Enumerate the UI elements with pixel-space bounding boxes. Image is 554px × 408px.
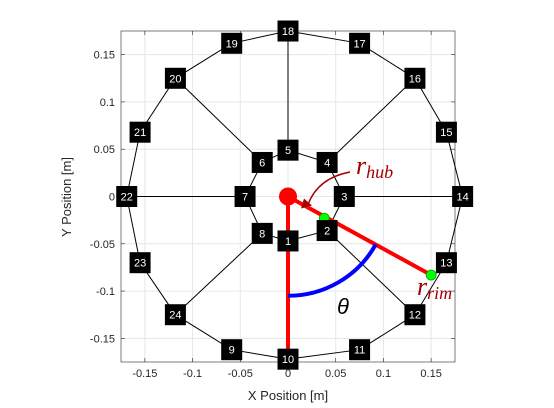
r-rim-symbol: r — [417, 272, 428, 301]
node-8-box — [251, 222, 273, 244]
node-15-box — [435, 121, 457, 143]
node-10-box — [277, 348, 299, 370]
y-tick-label: -0.15 — [90, 333, 115, 345]
node-19-label: 19 — [226, 38, 238, 50]
node-7-label: 7 — [242, 192, 248, 204]
y-axis-label: Y Position [m] — [59, 157, 74, 237]
node-24-label: 24 — [169, 310, 181, 322]
node-11-box — [349, 339, 371, 361]
node-20-box — [164, 67, 186, 89]
node-16-box — [404, 67, 426, 89]
node-13-box — [435, 252, 457, 274]
hub-center-marker — [279, 187, 297, 206]
node-13-label: 13 — [440, 258, 452, 270]
node-15-label: 15 — [440, 127, 452, 139]
node-9-box — [221, 339, 243, 361]
theta-arc — [287, 243, 378, 298]
r-rim-annotation: rrim — [417, 272, 452, 303]
node-18-label: 18 — [282, 26, 294, 38]
r-hub-symbol: r — [356, 151, 367, 180]
y-tick-label: 0.1 — [100, 97, 115, 109]
y-tick-label: 0 — [109, 192, 115, 204]
y-tick-label: -0.05 — [90, 239, 115, 251]
node-23-label: 23 — [134, 258, 146, 270]
node-2-label: 2 — [324, 226, 330, 238]
node-12-box — [404, 304, 426, 326]
node-3-label: 3 — [341, 192, 347, 204]
node-22-box — [116, 186, 138, 207]
x-tick-label: 0.1 — [376, 368, 391, 380]
node-17-label: 17 — [353, 38, 365, 50]
y-tick-label: -0.1 — [96, 286, 115, 298]
node-19-box — [221, 32, 243, 54]
x-tick-label: -0.1 — [183, 368, 202, 380]
radius-overlay — [279, 187, 433, 360]
spoke-line — [175, 77, 263, 163]
y-tick-label: 0.15 — [94, 50, 115, 62]
node-10-label: 10 — [282, 354, 294, 366]
node-22-label: 22 — [121, 192, 133, 204]
spoke-line — [326, 77, 416, 163]
r-hub-pointer — [307, 171, 351, 205]
node-12-label: 12 — [409, 310, 421, 322]
node-4-box — [316, 151, 338, 173]
spoke-line — [175, 233, 263, 316]
axis-ticks: -0.15 -0.1 -0.05 0 0.05 0.1 0.15-0.15-0.1-0.05… — [90, 31, 455, 380]
node-17-box — [349, 32, 371, 54]
node-14-label: 14 — [457, 192, 469, 204]
node-23-box — [129, 252, 151, 274]
node-11-label: 11 — [354, 345, 365, 357]
r-hub-pointer-head — [301, 198, 312, 209]
x-tick-label: -0.05 — [228, 368, 253, 380]
node-21-label: 21 — [134, 127, 146, 139]
node-14-box — [452, 186, 474, 207]
rim-contact-point — [425, 269, 437, 281]
node-9-label: 9 — [229, 345, 235, 357]
node-6-label: 6 — [259, 157, 265, 169]
node-3-box — [333, 186, 355, 207]
angled-radius-line — [287, 194, 433, 277]
x-tick-label: 0.15 — [420, 368, 441, 380]
node-24-box — [164, 304, 186, 326]
node-5-label: 5 — [285, 145, 291, 157]
node-8-label: 8 — [259, 228, 265, 240]
node-21-box — [129, 121, 151, 143]
node-18-box — [277, 20, 299, 42]
node-16-label: 16 — [409, 73, 421, 85]
node-7-box — [234, 186, 256, 207]
theta-annotation: θ — [337, 294, 349, 319]
x-axis-label: X Position [m] — [248, 388, 328, 403]
node-6-box — [251, 151, 273, 173]
spoke-line — [326, 230, 416, 316]
r-hub-subscript: hub — [366, 162, 393, 182]
x-tick-label: -0.15 — [132, 368, 157, 380]
node-1-label: 1 — [285, 236, 291, 248]
node-20-label: 20 — [169, 73, 181, 85]
y-tick-label: 0.05 — [94, 144, 115, 156]
r-hub-annotation: rhub — [356, 151, 393, 182]
x-tick-label: 0 — [285, 368, 291, 380]
node-1-box — [277, 230, 299, 252]
node-2-box — [316, 220, 338, 242]
r-rim-subscript: rim — [427, 283, 452, 303]
node-4-label: 4 — [324, 157, 330, 169]
x-tick-label: 0.05 — [325, 368, 346, 380]
node-5-box — [277, 139, 299, 161]
